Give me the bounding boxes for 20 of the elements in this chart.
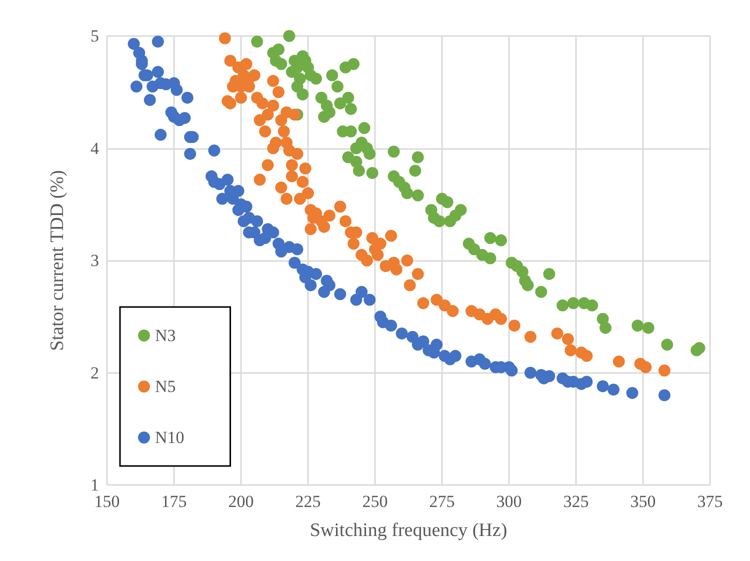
x-tick-label: 325	[563, 492, 589, 511]
x-tick-label: 275	[429, 492, 455, 511]
x-tick-label: 350	[630, 492, 656, 511]
x-tick-label: 300	[496, 492, 522, 511]
legend-label: N5	[155, 377, 176, 396]
x-tick-label: 175	[161, 492, 187, 511]
x-tick-label: 225	[295, 492, 321, 511]
y-tick-label: 4	[90, 138, 100, 158]
y-axis-title: Stator current TDD (%)	[47, 170, 68, 351]
y-tick-label: 5	[90, 26, 99, 46]
x-tick-label: 375	[697, 492, 723, 511]
legend-label: N10	[155, 428, 184, 447]
y-tick-label: 3	[90, 251, 99, 270]
x-tick-label: 150	[94, 492, 120, 511]
y-tick-label: 1	[90, 476, 99, 494]
y-tick-label: 2	[90, 363, 99, 382]
legend-label: N3	[155, 326, 176, 345]
x-tick-label: 250	[362, 492, 388, 511]
x-axis-title: Switching frequency (Hz)	[310, 520, 508, 541]
x-tick-label: 200	[228, 492, 254, 511]
